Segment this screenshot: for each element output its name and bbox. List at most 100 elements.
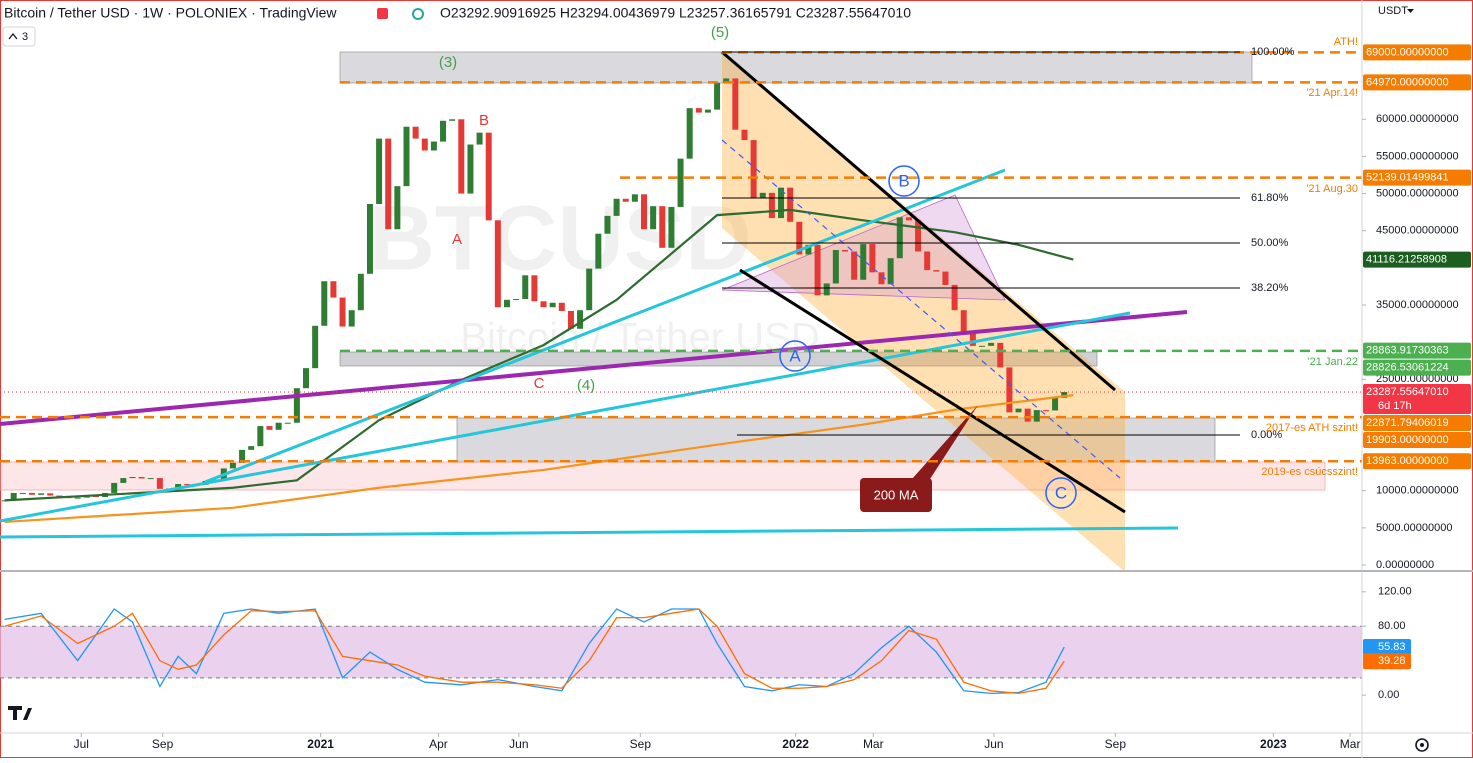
annotation: C (534, 375, 545, 392)
candle (28, 492, 35, 495)
price-label-box (1363, 251, 1471, 268)
candle (896, 217, 903, 259)
wave-circle (779, 340, 811, 372)
price-label: 69000.00000000 (1366, 46, 1449, 58)
price-label: 28826.53061224 (1366, 361, 1449, 373)
wave-circle (1045, 477, 1077, 509)
candle (184, 484, 191, 486)
bar-countdown: 6d 17h (1378, 400, 1412, 412)
band-fill (0, 626, 1362, 678)
y-tick-label: 60000.00000000 (1376, 113, 1459, 125)
candle (805, 244, 812, 255)
candle (421, 138, 428, 151)
y-tick-label: 35000.00000000 (1376, 299, 1459, 311)
y-tick-label: 10000.00000000 (1376, 485, 1459, 497)
candle (796, 221, 803, 255)
settings-icon[interactable] (1415, 738, 1429, 752)
candle (978, 345, 985, 347)
candle (1061, 392, 1068, 398)
x-tick-label: 2023 (1260, 737, 1287, 751)
candle (905, 217, 912, 221)
candle (531, 275, 538, 302)
candle (376, 138, 383, 204)
annotation: '21 Jan.22 (1308, 356, 1358, 368)
candle (915, 220, 922, 252)
candle (695, 108, 702, 113)
candle (668, 206, 675, 248)
candle (357, 273, 364, 311)
annotation: (4) (577, 377, 595, 394)
candle (47, 493, 54, 496)
candle (266, 426, 273, 430)
flag-icon[interactable] (377, 8, 388, 19)
y-tick-label: 0.00 (1378, 689, 1399, 701)
price-label-box (1363, 415, 1471, 432)
candle (92, 495, 99, 498)
candle (869, 244, 876, 273)
candle (549, 302, 556, 308)
candle (960, 310, 967, 333)
annotation: '21 Aug.30 (1306, 183, 1358, 195)
candle (714, 82, 721, 110)
candle (312, 325, 319, 369)
candle (10, 492, 17, 501)
y-tick-label: 25000.00000000 (1376, 373, 1459, 385)
price-label-box (1363, 432, 1471, 449)
candle (787, 187, 794, 222)
candle (257, 426, 264, 447)
drawings-layer: 200 MA 100.00% 61.80% 50.00% 38.20% 0.00% (3)… (0, 24, 1362, 539)
candle (138, 476, 145, 479)
candle (412, 126, 419, 139)
candle (348, 310, 355, 327)
y-tick-label: 50000.00000000 (1376, 187, 1459, 199)
y-tick-label: 0.00000000 (1376, 559, 1434, 571)
candle (732, 78, 739, 130)
candle (503, 299, 510, 308)
candle (933, 270, 940, 272)
candle (19, 492, 26, 494)
zone-rect (339, 51, 1253, 84)
candle (558, 302, 565, 311)
tv-logo[interactable] (8, 706, 32, 720)
price-label: 13963.00000000 (1366, 455, 1449, 467)
price-label-box (1363, 453, 1471, 470)
candle (659, 206, 666, 248)
fib-label: 61.80% (1251, 192, 1289, 204)
price-label: 52139.01499841 (1366, 172, 1449, 184)
candle (120, 478, 127, 483)
candle (494, 220, 501, 308)
candle (248, 446, 255, 450)
indicator-count: 3 (22, 31, 28, 43)
candle (303, 368, 310, 389)
candle (741, 129, 748, 141)
annotation: A (452, 231, 462, 248)
fib-label: 38.20% (1251, 282, 1289, 294)
fan-area (722, 52, 1125, 572)
osc-value-label: 55.83 (1378, 641, 1406, 653)
y-tick-label: 5000.00000000 (1376, 522, 1452, 534)
price-label-box (1363, 74, 1471, 91)
candle (832, 250, 839, 284)
candle (540, 301, 547, 308)
x-tick-label: 2022 (782, 737, 809, 751)
currency-dropdown-icon[interactable] (1407, 9, 1414, 13)
candle (385, 138, 392, 230)
annotation: '21 Apr.14! (1306, 87, 1358, 99)
osc-value-box (1363, 653, 1411, 670)
price-label: 41116.21258908 (1366, 253, 1447, 265)
candle (768, 192, 775, 219)
wave-label: A (789, 346, 801, 365)
x-tick-label: Sep (152, 737, 174, 751)
candle (878, 272, 885, 285)
candle (613, 198, 620, 216)
annotation: 2019-es csúcsszint! (1261, 466, 1358, 478)
currency-label[interactable]: USDT (1378, 5, 1408, 17)
collapse-button[interactable] (2, 26, 36, 47)
x-tick-label: Jun (984, 737, 1003, 751)
trend-line (0, 526, 1179, 539)
candle (860, 244, 867, 280)
candle (513, 299, 520, 301)
candle (330, 281, 337, 298)
candle (841, 250, 848, 252)
candle (604, 215, 611, 234)
